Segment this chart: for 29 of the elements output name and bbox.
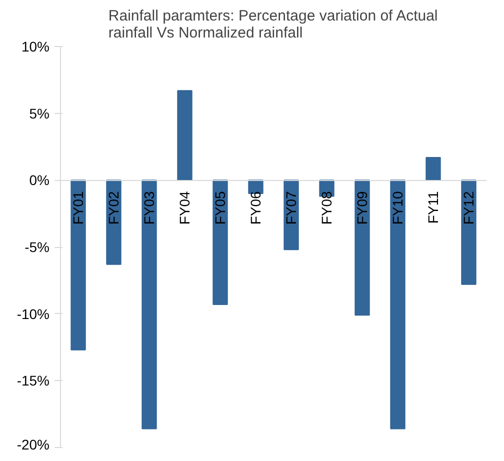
y-tick-label: 10% — [21, 38, 50, 54]
x-tick-label: FY12 — [460, 190, 477, 225]
x-tick-label: FY03 — [141, 190, 158, 225]
bar — [177, 90, 192, 181]
x-tick-label: FY02 — [106, 190, 122, 225]
bar — [390, 180, 406, 430]
y-tick-label: 0% — [29, 172, 50, 188]
bar — [142, 180, 157, 430]
x-tick-label: FY11 — [425, 190, 442, 224]
bar — [461, 180, 476, 285]
bar — [354, 180, 370, 316]
y-tick-label: -15% — [16, 372, 50, 389]
chart-title: Rainfall paramters: Percentage variation of Actual rainfall Vs Normalized rainfall — [108, 8, 438, 42]
x-tick-label: FY01 — [70, 190, 86, 225]
y-tick-label: 5% — [29, 105, 50, 122]
x-tick-label: FY06 — [248, 190, 264, 225]
bar — [426, 156, 441, 181]
y-tick-label: -10% — [16, 306, 50, 322]
x-tick-label: FY09 — [354, 190, 370, 225]
y-tick-label: -20% — [16, 436, 50, 452]
bar — [70, 180, 86, 350]
bar — [212, 180, 228, 305]
x-tick-label: FY05 — [212, 190, 228, 225]
x-tick-label: FY07 — [283, 190, 300, 225]
bar — [106, 180, 122, 265]
x-tick-label: FY08 — [318, 190, 335, 225]
y-tick-label: -5% — [24, 239, 50, 255]
x-tick-label: FY10 — [390, 190, 406, 225]
x-tick-label: FY04 — [176, 190, 193, 225]
